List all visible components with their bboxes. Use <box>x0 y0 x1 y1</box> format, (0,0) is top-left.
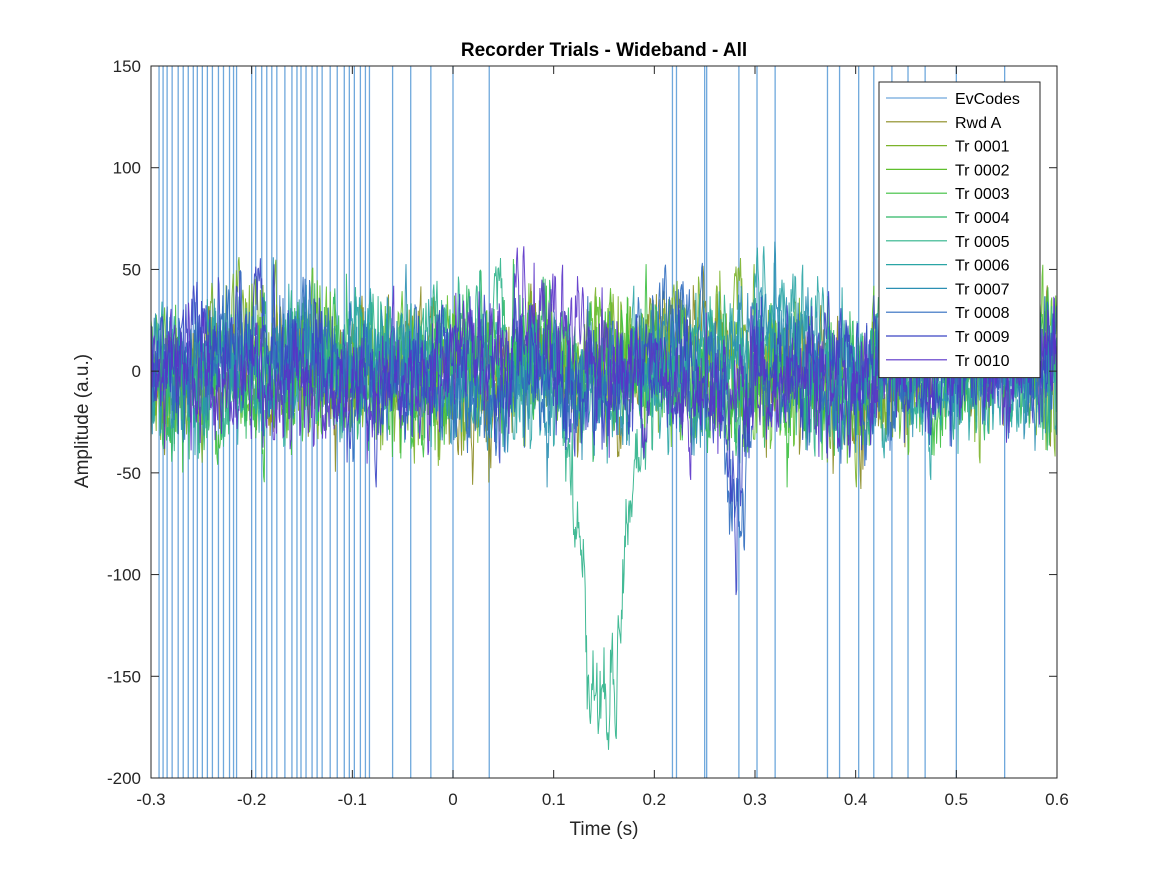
x-tick-label: 0.2 <box>643 790 667 809</box>
y-tick-label: 0 <box>132 362 141 381</box>
y-tick-label: 150 <box>113 57 141 76</box>
chart-title: Recorder Trials - Wideband - All <box>461 40 747 61</box>
y-tick-label: -200 <box>107 769 141 788</box>
legend-label: EvCodes <box>955 91 1020 108</box>
legend-label: Tr 0008 <box>955 305 1010 322</box>
x-tick-label: 0 <box>448 790 457 809</box>
legend-label: Tr 0009 <box>955 329 1010 346</box>
x-tick-label: -0.1 <box>338 790 367 809</box>
y-axis-label: Amplitude (a.u.) <box>72 354 93 488</box>
legend: EvCodes Rwd A Tr 0001 Tr 0002 Tr 0003 Tr 0004… <box>878 81 1041 379</box>
legend-label: Tr 0010 <box>955 353 1010 370</box>
legend-label: Rwd A <box>955 115 1002 132</box>
y-tick-label: 50 <box>122 260 141 279</box>
y-tick-label: -100 <box>107 566 141 585</box>
x-tick-label: 0.5 <box>945 790 969 809</box>
legend-label: Tr 0007 <box>955 281 1010 298</box>
y-tick-label: 100 <box>113 159 141 178</box>
legend-label: Tr 0006 <box>955 258 1010 275</box>
legend-label: Tr 0003 <box>955 186 1010 203</box>
legend-label: Tr 0005 <box>955 234 1010 251</box>
x-tick-label: 0.1 <box>542 790 566 809</box>
y-tick-label: -50 <box>116 464 141 483</box>
legend-box <box>878 81 1041 379</box>
legend-label: Tr 0004 <box>955 210 1010 227</box>
x-tick-label: -0.3 <box>136 790 165 809</box>
legend-label: Tr 0001 <box>955 139 1010 156</box>
axes-box <box>150 65 1058 779</box>
x-tick-label: 0.6 <box>1045 790 1069 809</box>
x-tick-label: 0.3 <box>743 790 767 809</box>
x-axis-label: Time (s) <box>570 819 639 840</box>
y-tick-label: -150 <box>107 667 141 686</box>
axes: -0.3 -0.2 -0.1 0 0.1 0.2 0.3 0.4 0.5 0.6 -200 -150 -… <box>107 57 1069 809</box>
x-tick-label: 0.4 <box>844 790 868 809</box>
legend-label: Tr 0002 <box>955 162 1010 179</box>
x-tick-label: -0.2 <box>237 790 266 809</box>
